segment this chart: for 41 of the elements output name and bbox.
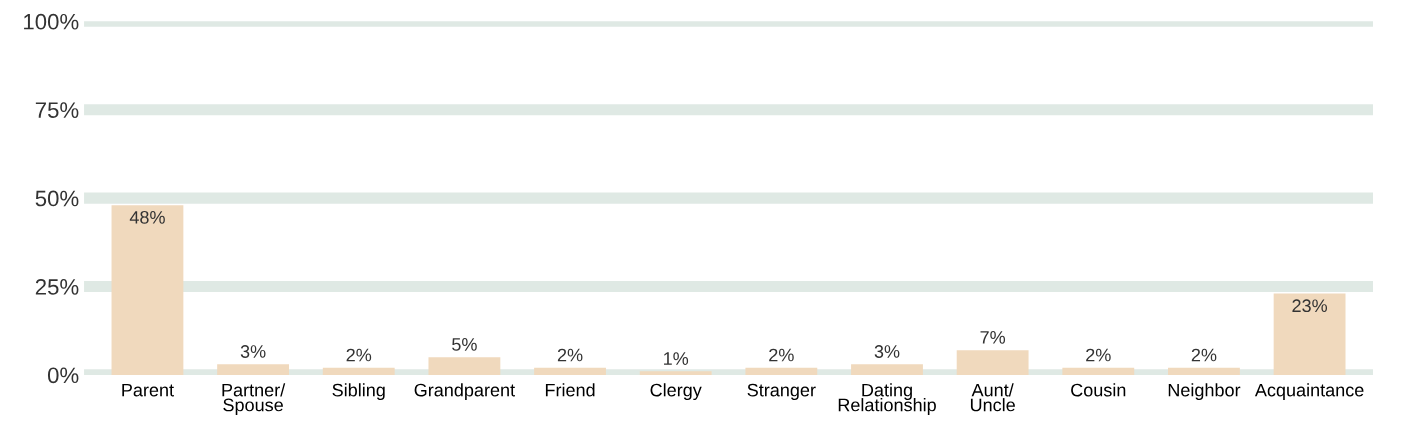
bar [851,364,923,375]
data-label: 7% [980,331,1006,344]
data-label: 2% [346,348,372,362]
bar [534,367,606,375]
y-tick-label: 0% [47,367,79,384]
bar [428,357,501,375]
data-label: 48% [129,210,165,224]
x-tick-label: Parent [122,383,174,397]
y-tick-label: 75% [35,102,79,118]
y-tick-label: 25% [35,279,79,295]
bar [745,367,818,375]
bar [111,205,184,375]
data-label: 3% [874,345,900,358]
y-tick-label: 50% [35,190,79,207]
x-tick-label: Friend [545,383,595,397]
x-tick-label: Partner/ Spouse [222,383,286,415]
data-label: 2% [1086,348,1111,362]
data-label: 2% [1191,348,1217,362]
x-tick-label: Sibling [332,383,385,401]
x-tick-label: Clergy [650,383,702,401]
bar [217,364,290,375]
data-label: 3% [240,345,266,358]
data-label: 1% [664,352,689,365]
bar [639,371,712,375]
data-label: 23% [1292,299,1328,313]
bar [956,350,1029,375]
x-tick-label: Stranger [747,383,816,401]
bar [322,367,395,375]
data-label: 5% [452,338,477,351]
data-label: 2% [769,348,794,362]
x-tick-label: Aunt/ Uncle [970,383,1015,412]
y-tick-label: 100% [24,13,79,30]
x-tick-label: Acquaintance [1254,383,1364,401]
x-tick-label: Grandparent [414,383,515,401]
bar [1062,367,1135,375]
bar [1273,293,1346,375]
x-tick-label: Neighbor [1168,383,1241,401]
x-tick-label: Dating Relationship [838,383,936,415]
x-tick-label: Cousin [1071,383,1126,397]
bar [1168,367,1240,375]
data-label: 2% [557,348,583,362]
